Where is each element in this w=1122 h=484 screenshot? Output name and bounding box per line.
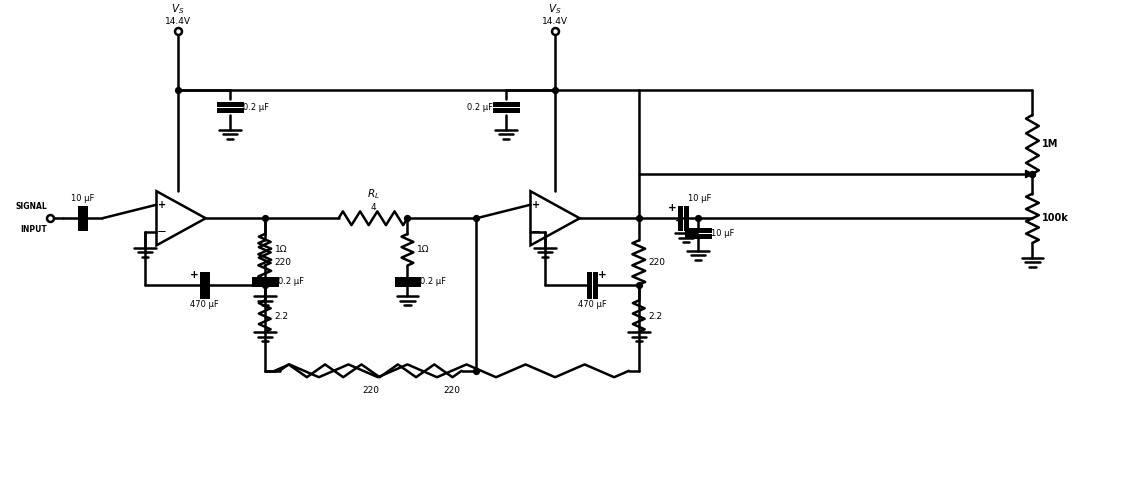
Text: 1Ω: 1Ω: [417, 245, 430, 254]
Polygon shape: [1026, 170, 1032, 178]
Text: +: +: [190, 270, 199, 280]
Text: +: +: [532, 200, 540, 210]
Text: 220: 220: [649, 258, 665, 267]
Text: 220: 220: [275, 258, 292, 267]
Text: 1Ω: 1Ω: [275, 245, 287, 254]
Text: +: +: [598, 270, 607, 280]
Text: 10 μF: 10 μF: [710, 228, 734, 238]
Text: 220: 220: [362, 386, 379, 394]
Text: 2.2: 2.2: [649, 312, 663, 321]
Text: 10 μF: 10 μF: [688, 195, 711, 203]
Text: $R_L$: $R_L$: [367, 187, 379, 200]
Text: $V_S$: $V_S$: [172, 2, 185, 15]
Text: +: +: [674, 216, 683, 226]
Text: +: +: [668, 203, 677, 213]
Text: 14.4V: 14.4V: [542, 17, 568, 26]
Text: 470 μF: 470 μF: [578, 301, 606, 309]
Text: 0.2 μF: 0.2 μF: [421, 277, 447, 286]
Text: 2.2: 2.2: [275, 312, 288, 321]
Text: 0.2 μF: 0.2 μF: [277, 277, 304, 286]
Text: 100k: 100k: [1042, 213, 1069, 223]
Text: −: −: [157, 225, 167, 238]
Text: +: +: [158, 200, 166, 210]
Text: 0.2 μF: 0.2 μF: [467, 103, 493, 111]
Text: 4: 4: [370, 203, 376, 212]
Text: INPUT: INPUT: [20, 225, 47, 234]
Text: SIGNAL: SIGNAL: [16, 202, 47, 212]
Text: 0.2 μF: 0.2 μF: [243, 103, 269, 111]
Text: 10 μF: 10 μF: [71, 194, 94, 202]
Text: 220: 220: [443, 386, 460, 394]
Text: 470 μF: 470 μF: [191, 301, 219, 309]
Text: 1M: 1M: [1042, 139, 1059, 150]
Text: $V_S$: $V_S$: [549, 2, 562, 15]
Text: −: −: [531, 225, 541, 238]
Text: 14.4V: 14.4V: [165, 17, 191, 26]
